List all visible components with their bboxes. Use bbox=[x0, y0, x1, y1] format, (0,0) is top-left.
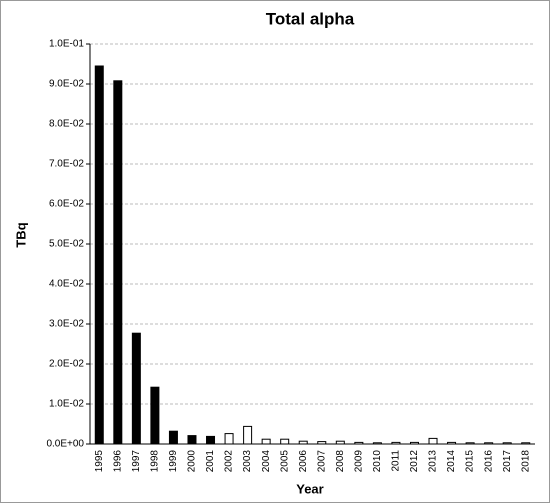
y-tick-label: 2.0E-02 bbox=[49, 359, 84, 370]
y-tick-label: 4.0E-02 bbox=[49, 279, 84, 290]
x-tick-label: 2007 bbox=[316, 450, 327, 473]
bar bbox=[465, 442, 475, 445]
x-tick-label: 2004 bbox=[261, 450, 272, 473]
y-tick-label: 9.0E-02 bbox=[49, 79, 84, 90]
bar bbox=[243, 425, 253, 445]
bar bbox=[224, 433, 234, 445]
bar bbox=[428, 437, 438, 445]
bar bbox=[113, 80, 123, 445]
bar bbox=[187, 435, 197, 445]
x-tick-label: 2012 bbox=[409, 450, 420, 473]
bar bbox=[447, 441, 457, 445]
y-tick-label: 5.0E-02 bbox=[49, 239, 84, 250]
bar bbox=[280, 438, 290, 445]
bar bbox=[335, 440, 345, 445]
x-tick-label: 2010 bbox=[372, 450, 383, 473]
y-tick-label: 7.0E-02 bbox=[49, 159, 84, 170]
bar bbox=[131, 332, 141, 445]
y-axis-title: TBq bbox=[13, 222, 28, 247]
bar bbox=[502, 442, 512, 445]
bar bbox=[298, 440, 308, 445]
x-axis-title: Year bbox=[296, 481, 323, 496]
x-tick-label: 2008 bbox=[335, 450, 346, 473]
bar bbox=[261, 438, 271, 445]
bar bbox=[372, 442, 382, 445]
bar bbox=[150, 386, 160, 445]
x-tick-label: 2015 bbox=[465, 450, 476, 473]
bar bbox=[409, 441, 419, 445]
x-tick-label: 2016 bbox=[483, 450, 494, 473]
x-tick-label: 2017 bbox=[502, 450, 513, 473]
chart-title: Total alpha bbox=[266, 9, 355, 28]
bar bbox=[521, 442, 531, 445]
x-tick-label: 2011 bbox=[391, 450, 402, 472]
x-tick-label: 2005 bbox=[279, 450, 290, 473]
bar bbox=[391, 441, 401, 445]
bar bbox=[317, 441, 327, 445]
x-tick-label: 2003 bbox=[242, 450, 253, 473]
x-tick-label: 2009 bbox=[353, 450, 364, 473]
y-tick-label: 1.0E-02 bbox=[49, 399, 84, 410]
x-tick-label: 2001 bbox=[205, 450, 216, 473]
bar bbox=[206, 435, 216, 445]
x-tick-label: 2000 bbox=[187, 450, 198, 473]
x-tick-label: 1995 bbox=[94, 450, 105, 473]
y-tick-label: 6.0E-02 bbox=[49, 199, 84, 210]
x-tick-label: 2002 bbox=[224, 450, 235, 473]
y-tick-label: 3.0E-02 bbox=[49, 319, 84, 330]
bar bbox=[484, 442, 494, 445]
y-tick-label: 8.0E-02 bbox=[49, 119, 84, 130]
x-tick-label: 2013 bbox=[428, 450, 439, 473]
x-tick-label: 1999 bbox=[168, 450, 179, 473]
bar bbox=[168, 430, 178, 445]
x-tick-label: 2006 bbox=[298, 450, 309, 473]
x-tick-label: 2014 bbox=[446, 450, 457, 473]
y-tick-label: 1.0E-01 bbox=[49, 39, 84, 50]
bar bbox=[94, 65, 104, 445]
x-tick-label: 1996 bbox=[112, 450, 123, 473]
x-tick-label: 1997 bbox=[131, 450, 142, 473]
x-tick-label: 2018 bbox=[520, 450, 531, 473]
x-tick-label: 1998 bbox=[150, 450, 161, 473]
y-tick-label: 0.0E+00 bbox=[46, 439, 84, 450]
bar bbox=[354, 441, 364, 445]
